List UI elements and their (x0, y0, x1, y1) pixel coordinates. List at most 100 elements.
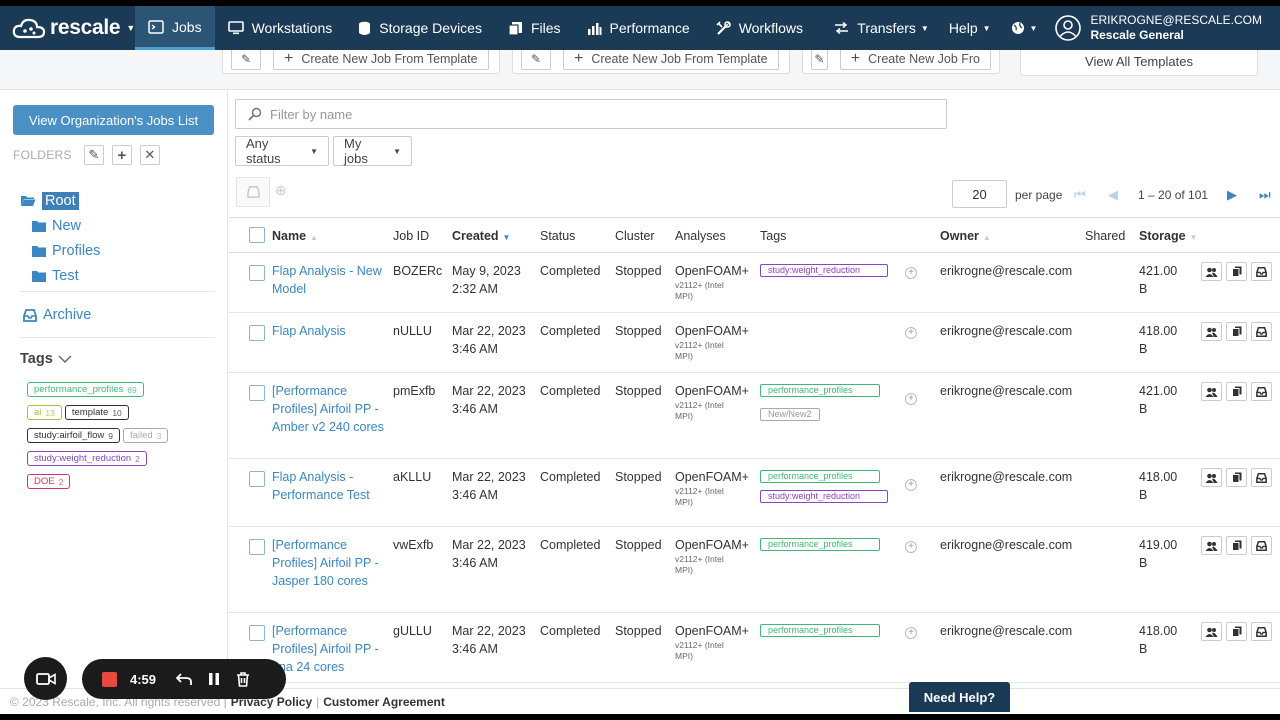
job-tag[interactable]: performance_profiles (760, 384, 880, 397)
row-checkbox[interactable] (249, 539, 265, 555)
clone-button[interactable] (1226, 622, 1247, 641)
clone-button[interactable] (1226, 262, 1247, 281)
archive-job-button[interactable] (1251, 322, 1272, 341)
col-owner[interactable]: Owner ▲ (940, 229, 991, 243)
sidebar-tag[interactable]: study:weight_reduction 2 (27, 451, 147, 466)
edit-folder-button[interactable]: ✎ (83, 145, 104, 165)
create-from-template-button[interactable]: + Create New Job From Template (273, 50, 489, 70)
clone-button[interactable] (1226, 468, 1247, 487)
create-from-template-button[interactable]: + Create New Job Fro (839, 50, 991, 70)
stop-recording-button[interactable] (102, 671, 117, 687)
job-tag[interactable]: New/New2 (760, 408, 820, 421)
row-checkbox[interactable] (249, 471, 265, 487)
nav-help-dropdown[interactable]: Help ▼ (939, 6, 1001, 50)
col-name[interactable]: Name ▲ (272, 229, 318, 243)
add-tag-icon[interactable]: + (905, 267, 917, 279)
job-tag[interactable]: performance_profiles (760, 538, 880, 551)
archive-job-button[interactable] (1251, 262, 1272, 281)
share-button[interactable] (1201, 622, 1222, 641)
share-button[interactable] (1201, 262, 1222, 281)
nav-transfers-dropdown[interactable]: Transfers ▼ (824, 6, 939, 50)
row-checkbox[interactable] (249, 325, 265, 341)
filter-box[interactable] (235, 99, 947, 129)
job-tag[interactable]: study:weight_reduction (760, 264, 888, 277)
folder-new[interactable]: New (20, 213, 100, 238)
job-tag[interactable]: performance_profiles (760, 470, 880, 483)
add-tag-selected-icon[interactable]: ⊕ (275, 182, 287, 198)
nav-performance[interactable]: Performance (574, 6, 703, 50)
archive-link[interactable]: Archive (23, 307, 91, 323)
row-checkbox[interactable] (249, 625, 265, 641)
share-button[interactable] (1201, 468, 1222, 487)
share-button[interactable] (1201, 536, 1222, 555)
nav-workstations[interactable]: Workstations (215, 6, 346, 50)
job-name-link[interactable]: Flap Analysis (272, 324, 346, 338)
add-folder-button[interactable]: + (111, 145, 132, 165)
sidebar-tag[interactable]: template 10 (64, 405, 129, 420)
row-checkbox[interactable] (249, 385, 265, 401)
archive-job-button[interactable] (1251, 382, 1272, 401)
nav-jobs[interactable]: Jobs (135, 6, 215, 50)
last-page-icon[interactable]: ⏭ (1259, 187, 1271, 202)
create-from-template-button[interactable]: + Create New Job From Template (563, 50, 779, 70)
job-name-link[interactable]: [Performance Profiles] Airfoil PP - Jasp… (272, 538, 379, 588)
job-name-link[interactable]: Flap Analysis - Performance Test (272, 470, 370, 502)
brand-logo[interactable]: rescale ▼ (0, 6, 135, 50)
filter-input[interactable] (270, 106, 870, 122)
owner-dropdown[interactable]: My jobs ▼ (333, 136, 412, 166)
next-page-icon[interactable]: ▶ (1227, 187, 1237, 202)
row-checkbox[interactable] (249, 265, 265, 281)
add-tag-icon[interactable]: + (905, 541, 917, 553)
undo-icon[interactable] (176, 672, 192, 686)
nav-files[interactable]: Files (495, 6, 574, 50)
archive-job-button[interactable] (1251, 622, 1272, 641)
status-dropdown[interactable]: Any status ▼ (235, 136, 329, 166)
sidebar-tag[interactable]: study:airfoil_flow 9 (27, 428, 120, 443)
customer-agreement-link[interactable]: Customer Agreement (323, 694, 445, 709)
user-menu[interactable]: ERIKROGNE@RESCALE.COM Rescale General (1047, 13, 1280, 43)
recorder-camera-button[interactable] (24, 657, 67, 700)
select-all-checkbox[interactable] (249, 227, 265, 243)
nav-language-dropdown[interactable]: ▼ (1001, 6, 1048, 50)
prev-page-icon[interactable]: ◀ (1108, 187, 1118, 202)
trash-icon[interactable] (236, 671, 250, 687)
clone-button[interactable] (1226, 536, 1247, 555)
edit-template-button[interactable]: ✎ (521, 50, 551, 70)
archive-job-button[interactable] (1251, 536, 1272, 555)
view-org-jobs-button[interactable]: View Organization's Jobs List (13, 105, 214, 135)
col-created[interactable]: Created ▼ (452, 229, 510, 243)
edit-template-button[interactable]: ✎ (231, 50, 261, 70)
share-button[interactable] (1201, 382, 1222, 401)
view-all-templates-button[interactable]: View All Templates (1020, 50, 1258, 76)
folder-profiles[interactable]: Profiles (20, 238, 100, 263)
need-help-button[interactable]: Need Help? (909, 682, 1010, 712)
add-tag-icon[interactable]: + (905, 479, 917, 491)
job-tag[interactable]: performance_profiles (760, 624, 880, 637)
sidebar-tag[interactable]: ai 13 (27, 405, 62, 420)
nav-workflows[interactable]: Workflows (703, 6, 816, 50)
clone-button[interactable] (1226, 322, 1247, 341)
sidebar-tag[interactable]: DOE 2 (27, 474, 71, 489)
share-button[interactable] (1201, 322, 1222, 341)
per-page-input[interactable]: 20 (952, 180, 1007, 208)
add-tag-icon[interactable]: + (905, 627, 917, 639)
edit-template-button[interactable]: ✎ (811, 50, 828, 70)
first-page-icon[interactable]: ⏮ (1074, 187, 1086, 202)
archive-selected-button[interactable] (236, 177, 270, 207)
clone-button[interactable] (1226, 382, 1247, 401)
job-name-link[interactable]: [Performance Profiles] Airfoil PP - Ambe… (272, 384, 384, 434)
add-tag-icon[interactable]: + (905, 393, 917, 405)
archive-job-button[interactable] (1251, 468, 1272, 487)
folder-test[interactable]: Test (20, 263, 100, 288)
folder-root[interactable]: Root (20, 188, 100, 213)
job-name-link[interactable]: [Performance Profiles] Airfoil PP - una … (272, 624, 379, 674)
nav-storage-devices[interactable]: Storage Devices (345, 6, 495, 50)
delete-folder-button[interactable]: ✕ (139, 145, 160, 165)
col-storage[interactable]: Storage ▼ (1139, 229, 1197, 243)
job-tag[interactable]: study:weight_reduction (760, 490, 888, 503)
sidebar-tag[interactable]: failed 3 (122, 428, 169, 443)
pause-icon[interactable] (208, 672, 220, 686)
job-name-link[interactable]: Flap Analysis - New Model (272, 264, 382, 296)
add-tag-icon[interactable]: + (905, 327, 917, 339)
tags-toggle[interactable]: Tags (20, 351, 72, 367)
